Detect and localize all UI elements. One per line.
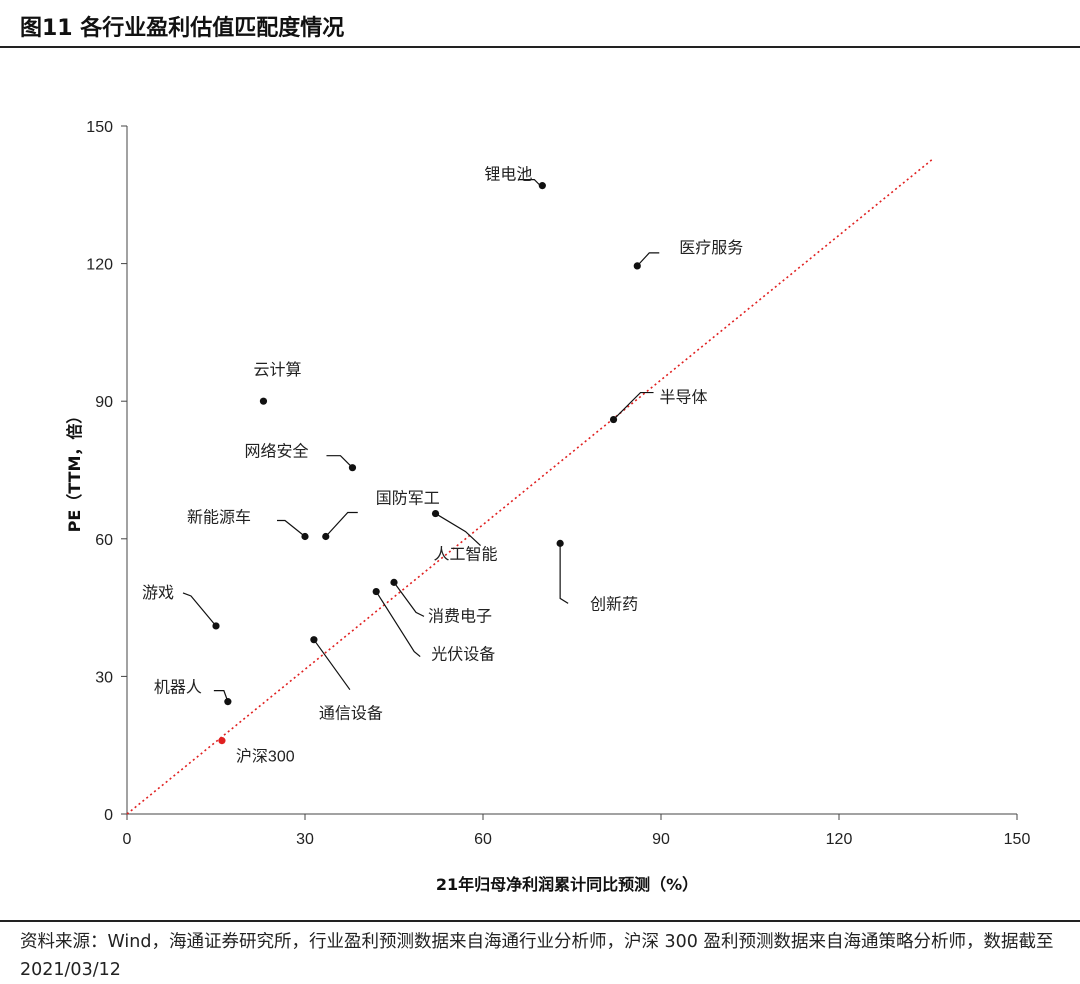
leader-line: [435, 513, 481, 547]
y-tick-label: 0: [104, 807, 113, 824]
leader-line: [313, 639, 351, 691]
data-point: [609, 415, 618, 424]
data-point: [390, 578, 398, 586]
point-label: 通信设备: [319, 704, 383, 723]
source-note: 资料来源：Wind，海通证券研究所，行业盈利预测数据来自海通行业分析师，沪深 3…: [20, 932, 1054, 980]
x-tick-label: 30: [296, 831, 314, 848]
point-label: 机器人: [154, 678, 202, 697]
y-axis-title: PE（TTM，倍）: [65, 408, 84, 533]
data-point: [301, 532, 309, 541]
data-point: [633, 262, 641, 270]
data-point: [556, 539, 564, 547]
data-point: [348, 464, 357, 472]
point-label: 国防军工: [376, 489, 440, 508]
leader-line: [277, 519, 306, 537]
data-point: [224, 698, 232, 706]
x-tick-label: 90: [652, 831, 670, 848]
x-tick-label: 150: [1004, 831, 1031, 848]
point-label: 人工智能: [434, 545, 498, 564]
leader-line: [375, 591, 421, 658]
point-label: 云计算: [253, 360, 301, 379]
leader-line: [393, 582, 425, 617]
leader-line: [325, 511, 358, 537]
data-point: [218, 737, 226, 745]
point-label: 网络安全: [244, 442, 308, 461]
point-label: 锂电池: [484, 165, 532, 184]
point-label: 游戏: [142, 583, 174, 602]
y-tick-label: 120: [86, 257, 113, 274]
y-tick-label: 150: [86, 119, 113, 136]
point-label: 创新药: [590, 594, 638, 613]
leader-line: [326, 455, 353, 469]
scatter-chart: 0 30 60 90 120 150 0 30 60 90 120 150 21年归母净利润累计同比预测…: [65, 119, 1031, 894]
point-label: 医疗服务: [679, 238, 743, 257]
leader-line: [213, 690, 229, 702]
point-label: 半导体: [660, 388, 708, 407]
title-bar: 图11 各行业盈利估值匹配度情况: [0, 0, 1080, 48]
x-tick-label: 120: [826, 831, 853, 848]
data-point: [322, 532, 330, 541]
point-label: 新能源车: [187, 508, 251, 527]
y-tick-label: 60: [95, 532, 113, 549]
point-label: 光伏设备: [431, 645, 495, 664]
y-tick-label: 90: [95, 394, 113, 411]
data-point: [310, 636, 318, 644]
leader-line: [613, 391, 654, 420]
leader-line: [559, 543, 569, 604]
figure-title: 图11 各行业盈利估值匹配度情况: [20, 16, 345, 41]
leader-line: [182, 592, 217, 627]
y-tick-label: 30: [95, 669, 113, 686]
data-point: [538, 182, 546, 190]
leader-line: [636, 252, 660, 267]
footer-divider: [0, 920, 1080, 922]
data-point: [372, 587, 380, 596]
data-point: [212, 622, 220, 630]
point-label: 沪深300: [236, 748, 295, 766]
x-axis-title: 21年归母净利润累计同比预测（%）: [436, 875, 698, 894]
data-point: [431, 509, 440, 518]
x-tick-label: 0: [123, 831, 132, 848]
point-label: 消费电子: [428, 606, 492, 625]
x-tick-label: 60: [474, 831, 492, 848]
data-point: [259, 397, 268, 405]
trend-line: [126, 157, 935, 815]
leader-line: [518, 179, 540, 186]
